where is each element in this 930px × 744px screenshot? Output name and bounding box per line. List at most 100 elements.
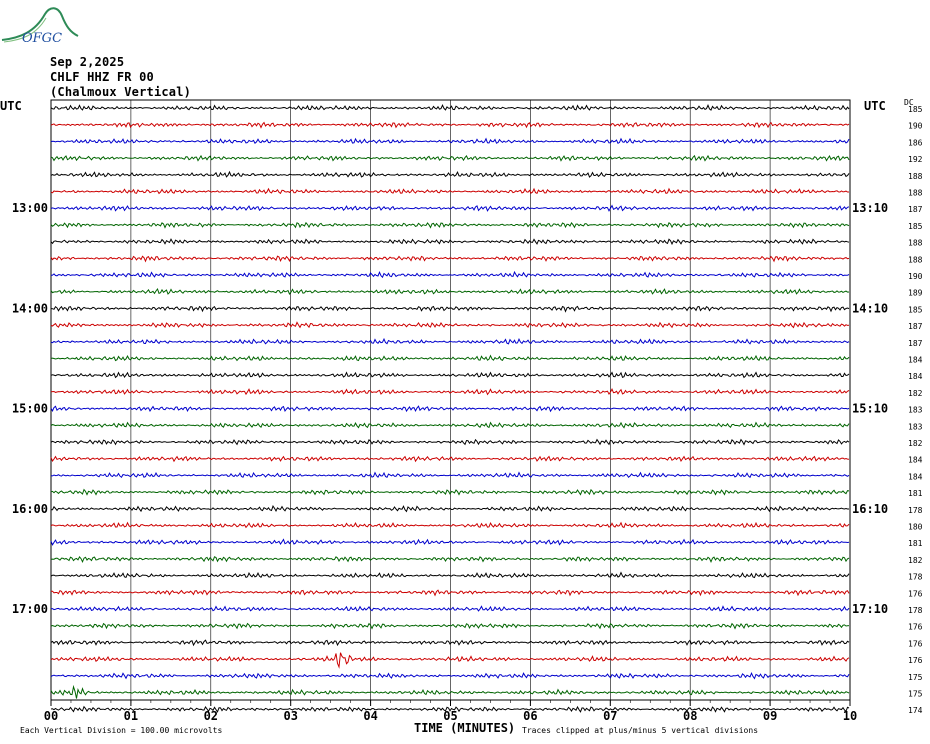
dc-offset-label: 188	[908, 239, 923, 248]
date-label: Sep 2,2025	[50, 55, 125, 69]
dc-offset-label: 183	[908, 422, 923, 431]
trace-line	[50, 238, 850, 246]
station-label: CHLF HHZ FR 00	[50, 70, 154, 84]
trace-line	[50, 137, 850, 145]
dc-offset-label: 181	[908, 489, 923, 498]
right-time-label: 14:10	[852, 301, 888, 315]
trace-line	[50, 455, 850, 463]
x-tick-label: 05	[443, 709, 457, 723]
trace-line	[50, 255, 850, 263]
trace-line	[50, 270, 850, 279]
dc-offset-label: 176	[908, 589, 923, 598]
trace-line	[50, 170, 850, 178]
dc-offset-label: 190	[908, 122, 923, 131]
dc-offset-label: 192	[908, 155, 923, 164]
trace-line	[50, 121, 850, 129]
trace-line	[50, 305, 850, 313]
dc-offset-label: 185	[908, 222, 923, 231]
dc-offset-label: 190	[908, 272, 923, 281]
dc-offset-label: 187	[908, 205, 923, 214]
dc-column-title: DC	[904, 98, 914, 107]
trace-line	[50, 371, 850, 379]
trace-line	[51, 589, 850, 597]
dc-offset-label: 187	[908, 322, 923, 331]
x-tick-label: 07	[603, 709, 617, 723]
trace-line	[50, 438, 850, 446]
dc-offset-label: 186	[908, 138, 923, 147]
dc-offset-label: 180	[908, 523, 923, 532]
trace-line	[50, 639, 850, 647]
dc-offset-label: 184	[908, 456, 923, 465]
dc-offset-label: 182	[908, 389, 923, 398]
x-tick-label: 09	[763, 709, 777, 723]
left-time-label: 13:00	[12, 201, 48, 215]
trace-line	[50, 321, 850, 329]
dc-offset-label: 175	[908, 673, 923, 682]
right-time-label: 13:10	[852, 201, 888, 215]
trace-line	[50, 405, 850, 413]
x-tick-label: 01	[124, 709, 138, 723]
location-label: (Chalmoux Vertical)	[50, 85, 192, 99]
x-axis-label: TIME (MINUTES)	[414, 721, 515, 735]
right-time-label: 17:10	[852, 602, 888, 616]
dc-offset-label: 184	[908, 472, 923, 481]
scale-note: Each Vertical Division = 100.00 microvol…	[20, 726, 222, 735]
x-tick-label: 02	[204, 709, 218, 723]
dc-offset-label: 176	[908, 639, 923, 648]
trace-line	[50, 622, 850, 630]
trace-line	[50, 684, 850, 699]
trace-line	[50, 221, 850, 229]
dc-offset-label: 176	[908, 623, 923, 632]
dc-offset-label: 176	[908, 656, 923, 665]
dc-offset-label: 183	[908, 406, 923, 415]
right-time-label: 15:10	[852, 402, 888, 416]
trace-line	[50, 538, 850, 546]
trace-line	[50, 287, 850, 295]
clip-note: Traces clipped at plus/minus 5 vertical …	[522, 726, 758, 735]
x-tick-label: 04	[363, 709, 377, 723]
x-tick-label: 03	[283, 709, 297, 723]
trace-line	[50, 571, 850, 579]
x-tick-label: 08	[683, 709, 697, 723]
dc-offset-label: 188	[908, 189, 923, 198]
right-time-label: 16:10	[852, 502, 888, 516]
dc-offset-label: 184	[908, 356, 923, 365]
trace-line	[50, 154, 850, 162]
x-tick-label: 00	[44, 709, 58, 723]
left-axis-title: UTC	[0, 99, 22, 113]
left-time-label: 14:00	[12, 301, 48, 315]
dc-offset-label: 182	[908, 556, 923, 565]
trace-line	[50, 187, 849, 195]
trace-line	[51, 504, 849, 513]
dc-offset-label: 182	[908, 439, 923, 448]
left-time-label: 16:00	[12, 502, 48, 516]
dc-offset-label: 181	[908, 539, 923, 548]
trace-line	[50, 521, 850, 529]
dc-offset-label: 185	[908, 105, 923, 114]
dc-offset-label: 178	[908, 573, 923, 582]
logo-text: OFGC	[22, 31, 62, 46]
dc-offset-label: 178	[908, 606, 923, 615]
left-time-label: 17:00	[12, 602, 48, 616]
dc-offset-label: 187	[908, 339, 923, 348]
trace-line	[50, 103, 850, 111]
trace-line	[50, 671, 850, 680]
trace-line	[50, 204, 850, 212]
x-tick-label: 10	[843, 709, 857, 723]
trace-line	[50, 337, 850, 345]
dc-offset-label: 188	[908, 255, 923, 264]
dc-offset-label: 188	[908, 172, 923, 181]
trace-line	[50, 421, 850, 429]
trace-line	[50, 488, 850, 496]
trace-line	[50, 471, 850, 479]
dc-offset-label: 189	[908, 289, 923, 298]
dc-offset-label: 185	[908, 305, 923, 314]
trace-line	[50, 652, 850, 669]
x-tick-label: 06	[523, 709, 537, 723]
dc-offset-label: 174	[908, 706, 923, 715]
ofgc-logo: OFGC	[1, 7, 79, 46]
trace-line	[50, 388, 850, 396]
dc-offset-label: 178	[908, 506, 923, 515]
right-axis-title: UTC	[864, 99, 886, 113]
